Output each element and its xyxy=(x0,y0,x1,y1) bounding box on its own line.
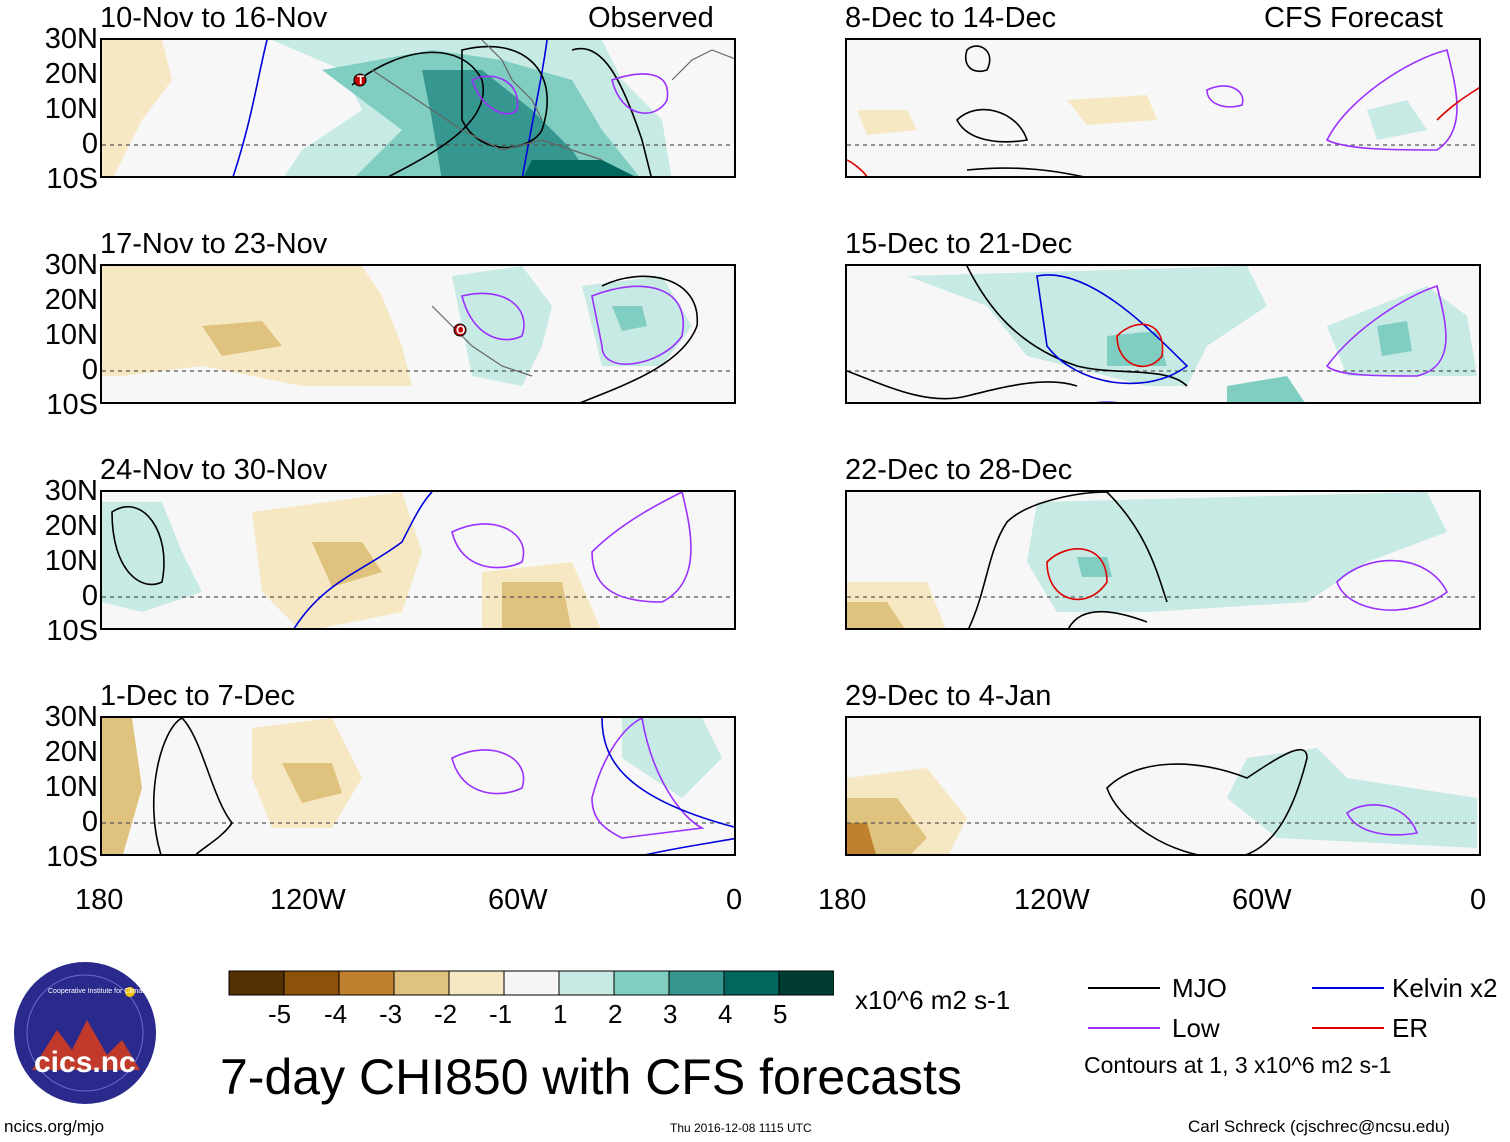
lat-label: 10N xyxy=(44,545,98,577)
colorbar-swatch xyxy=(228,970,285,996)
lat-label: 10S xyxy=(46,615,98,647)
lat-label: 10S xyxy=(46,163,98,195)
colorbar-tick: 4 xyxy=(718,999,733,1029)
colorbar-tick: -2 xyxy=(434,999,458,1029)
legend-line-mjo xyxy=(1088,987,1160,989)
chi850-map-1 xyxy=(102,40,734,176)
observed-label: Observed xyxy=(588,2,714,34)
lon-label: 0 xyxy=(1470,884,1487,916)
lon-label: 120W xyxy=(1014,884,1090,916)
colorbar-units: x10^6 m2 s-1 xyxy=(855,985,1011,1015)
legend-line-low xyxy=(1088,1027,1160,1029)
footer-timestamp: Thu 2016-12-08 1115 UTC xyxy=(670,1121,812,1135)
legend-label-mjo: MJO xyxy=(1172,973,1227,1003)
chi850-map-3 xyxy=(102,492,734,628)
lat-label: 20N xyxy=(44,736,98,768)
map-panel-5 xyxy=(845,38,1481,178)
colorbar-tick: -4 xyxy=(324,999,348,1029)
lat-label: 10S xyxy=(46,389,98,421)
panel-title-8: 29-Dec to 4-Jan xyxy=(845,680,1052,712)
lon-label: 60W xyxy=(488,884,548,916)
lon-label: 0 xyxy=(726,884,743,916)
storm-marker-o: O xyxy=(456,323,466,337)
panel-title-2: 17-Nov to 23-Nov xyxy=(100,228,328,260)
legend-note: Contours at 1, 3 x10^6 m2 s-1 xyxy=(1084,1052,1392,1078)
lon-label: 180 xyxy=(818,884,867,916)
lon-label: 60W xyxy=(1232,884,1292,916)
chi850-map-4 xyxy=(102,718,734,854)
colorbar-swatch xyxy=(668,970,725,996)
lat-label: 20N xyxy=(44,284,98,316)
chi850-map-6 xyxy=(847,266,1479,402)
legend-line-kelvin xyxy=(1312,987,1384,989)
lon-label: 180 xyxy=(75,884,124,916)
colorbar-tick: 1 xyxy=(553,999,568,1029)
map-panel-1: T xyxy=(100,38,736,178)
colorbar xyxy=(228,970,834,996)
colorbar-swatch xyxy=(613,970,670,996)
lon-label: 120W xyxy=(270,884,346,916)
map-panel-4 xyxy=(100,716,736,856)
colorbar-tick: -1 xyxy=(489,999,513,1029)
logo-emblem-icon xyxy=(12,960,158,1106)
chi850-map-7 xyxy=(847,492,1479,628)
panel-title-7: 22-Dec to 28-Dec xyxy=(845,454,1073,486)
map-panel-6 xyxy=(845,264,1481,404)
lat-label: 10N xyxy=(44,771,98,803)
panel-title-3: 24-Nov to 30-Nov xyxy=(100,454,328,486)
cics-logo: cics.nc Cooperative Institute for Climat… xyxy=(12,960,192,1106)
chi850-map-2 xyxy=(102,266,734,402)
lat-label: 30N xyxy=(44,701,98,733)
footer-author: Carl Schreck (cjschrec@ncsu.edu) xyxy=(1188,1117,1450,1136)
map-panel-2: O xyxy=(100,264,736,404)
colorbar-swatch xyxy=(393,970,450,996)
lat-label: 30N xyxy=(44,23,98,55)
lat-label: 30N xyxy=(44,249,98,281)
colorbar-tick: -3 xyxy=(379,999,403,1029)
lat-label: 0 xyxy=(81,580,98,612)
main-title: 7-day CHI850 with CFS forecasts xyxy=(220,1049,962,1105)
colorbar-tick: 5 xyxy=(773,999,788,1029)
colorbar-swatch xyxy=(558,970,615,996)
lat-label: 0 xyxy=(81,806,98,838)
lat-label: 10N xyxy=(44,93,98,125)
map-panel-7 xyxy=(845,490,1481,630)
lat-label: 20N xyxy=(44,58,98,90)
panel-title-4: 1-Dec to 7-Dec xyxy=(100,680,296,712)
cfs-forecast-label: CFS Forecast xyxy=(1264,2,1443,34)
lat-label: 30N xyxy=(44,475,98,507)
colorbar-tick: 3 xyxy=(663,999,678,1029)
map-panel-8 xyxy=(845,716,1481,856)
legend-label-er: ER xyxy=(1392,1013,1429,1043)
panel-title-1: 10-Nov to 16-Nov xyxy=(100,2,328,34)
lat-label: 0 xyxy=(81,354,98,386)
lat-label: 10N xyxy=(44,319,98,351)
chi850-map-5 xyxy=(847,45,1479,176)
colorbar-swatch xyxy=(503,970,560,996)
logo-text: cics.nc xyxy=(34,1046,136,1079)
colorbar-swatch xyxy=(283,970,340,996)
colorbar-swatches xyxy=(228,970,834,996)
colorbar-tick: -5 xyxy=(268,999,292,1029)
lat-label: 20N xyxy=(44,510,98,542)
legend-line-er xyxy=(1312,1027,1384,1029)
lat-label: 10S xyxy=(46,841,98,873)
colorbar-swatch xyxy=(723,970,780,996)
panel-title-5: 8-Dec to 14-Dec xyxy=(845,2,1057,34)
logo-ring-text: Cooperative Institute for Climate and Sa… xyxy=(48,988,192,995)
colorbar-tick: 2 xyxy=(608,999,623,1029)
footer-url[interactable]: ncics.org/mjo xyxy=(4,1117,105,1136)
panel-title-6: 15-Dec to 21-Dec xyxy=(845,228,1073,260)
colorbar-swatch xyxy=(778,970,834,996)
legend-label-kelvin: Kelvin x2 xyxy=(1392,973,1498,1003)
chi850-map-8 xyxy=(847,748,1479,854)
storm-marker-t: T xyxy=(357,73,365,87)
legend-label-low: Low xyxy=(1172,1013,1220,1043)
colorbar-swatch xyxy=(448,970,505,996)
lat-label: 0 xyxy=(81,128,98,160)
map-panel-3 xyxy=(100,490,736,630)
colorbar-swatch xyxy=(338,970,395,996)
